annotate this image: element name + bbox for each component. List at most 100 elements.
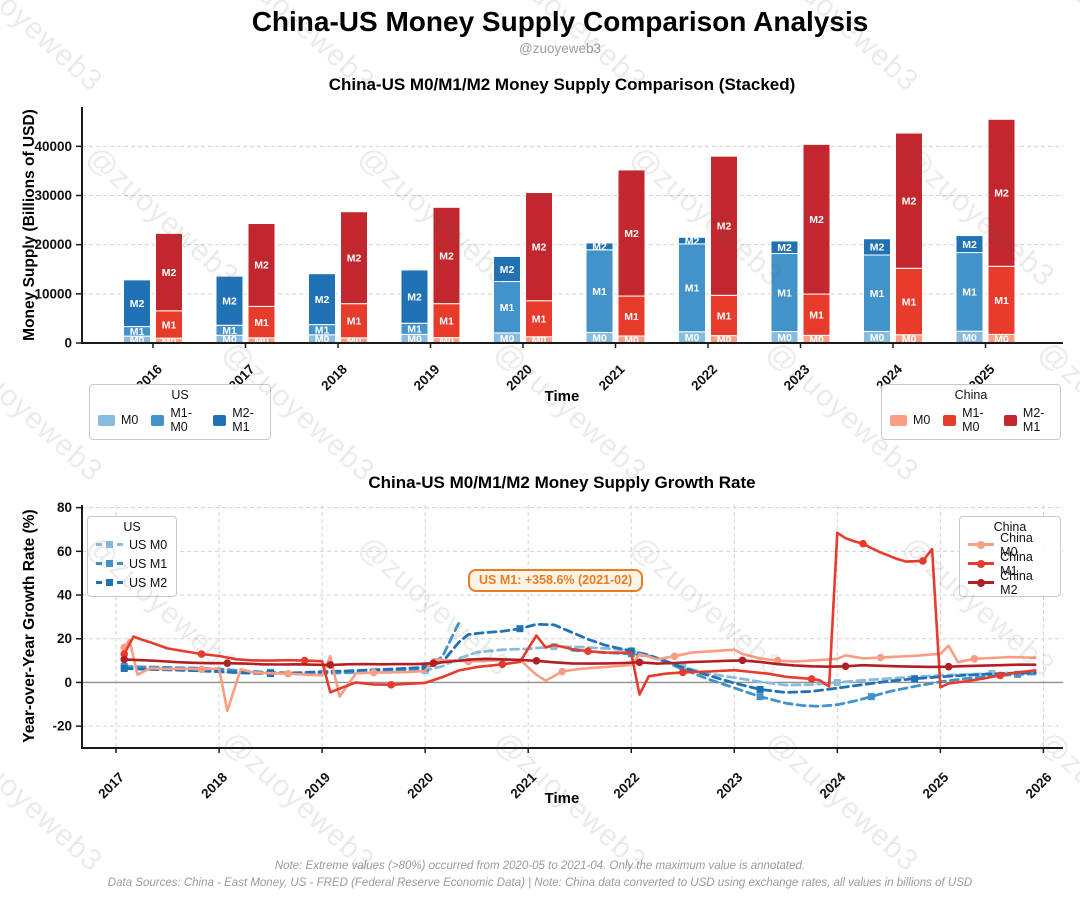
bottom-chart-ylabel: Year-over-Year Growth Rate (%) xyxy=(21,509,38,743)
china-bar-legend: China M0 M1-M0 M2-M1 xyxy=(881,384,1061,440)
marker xyxy=(773,656,782,665)
marker xyxy=(120,664,128,672)
bar-segment-label: M2 xyxy=(254,260,269,272)
bar-segment-label: M1 xyxy=(717,310,732,322)
bar-segment-label: M1 xyxy=(407,324,422,336)
bar-segment xyxy=(710,294,738,337)
legend-label: China M1 xyxy=(1000,549,1033,578)
top-bar-chart: M0M1M2M0M1M22016M0M1M2M0M1M22017M0M1M2M0… xyxy=(34,107,1063,393)
legend-item-china-m0: M0 xyxy=(890,413,930,427)
top-chart-ylabel: Money Supply (Billions of USD) xyxy=(21,109,38,341)
bar-segment xyxy=(432,303,461,339)
us-bar-legend: US M0 M1-M0 M2-M1 xyxy=(89,384,271,440)
bar-segment xyxy=(895,132,923,269)
bar-segment xyxy=(987,118,1016,267)
marker xyxy=(833,678,841,686)
bar-segment-label: M2 xyxy=(439,250,454,262)
bar-segment xyxy=(493,281,521,334)
series-china-m0 xyxy=(120,638,1037,713)
author-handle: @zuoyeweb3 xyxy=(518,41,601,56)
marker xyxy=(859,539,867,548)
annotation-us-m1-peak: US M1: +358.6% (2021-02) xyxy=(468,569,644,592)
top-y-tick-label: 20000 xyxy=(34,237,72,252)
legend-label: M1-M0 xyxy=(962,406,984,434)
note-data-sources: Data Sources: China - East Money, US - F… xyxy=(107,877,973,889)
bar-segment-label: M1 xyxy=(994,295,1009,307)
bar-segment-label: M2 xyxy=(962,239,977,251)
marker xyxy=(876,653,885,662)
marker xyxy=(996,671,1004,680)
bar-segment-label: M2 xyxy=(532,241,547,253)
us-line-legend-title: US xyxy=(123,520,141,534)
bottom-chart-title: China-US M0/M1/M2 Money Supply Growth Ra… xyxy=(368,473,756,492)
series-china-m1 xyxy=(120,531,1037,696)
marker xyxy=(670,652,679,661)
bar-segment xyxy=(802,143,831,295)
marker xyxy=(550,643,558,651)
annotation-text: US M1: +358.6% (2021-02) xyxy=(479,573,633,587)
legend-label: M0 xyxy=(913,413,931,427)
bar-segment-label: M1 xyxy=(347,316,362,328)
us-m2-line-swatch xyxy=(96,579,123,586)
marker xyxy=(635,658,644,667)
bottom-y-tick-label: -20 xyxy=(52,719,72,734)
bar-segment xyxy=(215,275,244,326)
bar-segment xyxy=(155,310,183,339)
bar-segment-label: M1 xyxy=(532,314,547,326)
bottom-y-tick-label: 20 xyxy=(57,631,72,646)
bar-segment-label: M0 xyxy=(870,332,885,344)
bar-segment xyxy=(155,232,183,312)
bar-segment-label: M2 xyxy=(315,294,330,306)
us-m0-swatch xyxy=(98,414,115,426)
bar-segment-label: M2 xyxy=(624,228,639,240)
top-y-tick-label: 40000 xyxy=(34,139,72,154)
bar-segment xyxy=(802,293,831,336)
china-m1-swatch xyxy=(943,414,957,426)
bar-segment-label: M1 xyxy=(962,287,977,299)
bar-segment-label: M1 xyxy=(500,302,515,314)
legend-item-china-m1: M1-M0 xyxy=(943,406,991,434)
marker xyxy=(498,660,507,669)
top-chart-title: China-US M0/M1/M2 Money Supply Compariso… xyxy=(328,75,796,94)
legend-label: M2-M1 xyxy=(1022,406,1045,434)
legend-label: US M2 xyxy=(129,575,168,590)
china-m2-line-swatch xyxy=(968,578,995,587)
bar-segment-label: M2 xyxy=(685,235,700,247)
bar-segment xyxy=(123,279,151,328)
top-y-tick-label: 30000 xyxy=(34,188,72,203)
bar-segment-label: M0 xyxy=(685,332,700,344)
legend-label: US M0 xyxy=(129,537,168,552)
bar-segment-label: M1 xyxy=(222,325,237,337)
top-y-tick-label: 0 xyxy=(64,336,72,351)
marker xyxy=(369,668,378,677)
marker xyxy=(223,659,232,668)
bar-segment xyxy=(247,223,276,307)
legend-item-us-m1-line: US M1 xyxy=(96,556,168,571)
bar-segment-label: M2 xyxy=(994,188,1009,200)
legend-item-china-m1-line: China M1 xyxy=(968,550,1052,578)
main-title: China-US Money Supply Comparison Analysi… xyxy=(251,6,869,37)
marker xyxy=(678,668,687,677)
bottom-line-chart: 2017 2018 2019 2020 2021 2022 2023 2024 2025 2026… xyxy=(52,500,1063,801)
bar-segment xyxy=(770,240,799,255)
marker xyxy=(867,693,875,701)
marker xyxy=(1014,670,1022,678)
us-m1-line-swatch xyxy=(96,560,123,567)
marker xyxy=(756,693,764,701)
legend-label: US M1 xyxy=(129,556,168,571)
china-line-legend: China China M0 China M1 China M2 xyxy=(959,516,1061,597)
bottom-chart-xlabel: Time xyxy=(544,790,580,807)
marker xyxy=(584,647,592,655)
marker xyxy=(429,659,438,668)
bar-segment xyxy=(340,211,368,305)
top-chart-xlabel: Time xyxy=(544,388,580,405)
series-china-m2 xyxy=(120,655,1037,671)
china-m2-swatch xyxy=(1004,414,1017,426)
us-bar-legend-title: US xyxy=(171,388,189,402)
bar-segment-label: M0 xyxy=(592,333,607,345)
bar-segment xyxy=(308,273,336,326)
legend-label: M0 xyxy=(121,413,139,427)
bar-segment xyxy=(525,192,553,302)
bar-segment xyxy=(710,155,738,296)
bar-segment-label: M1 xyxy=(254,317,269,329)
